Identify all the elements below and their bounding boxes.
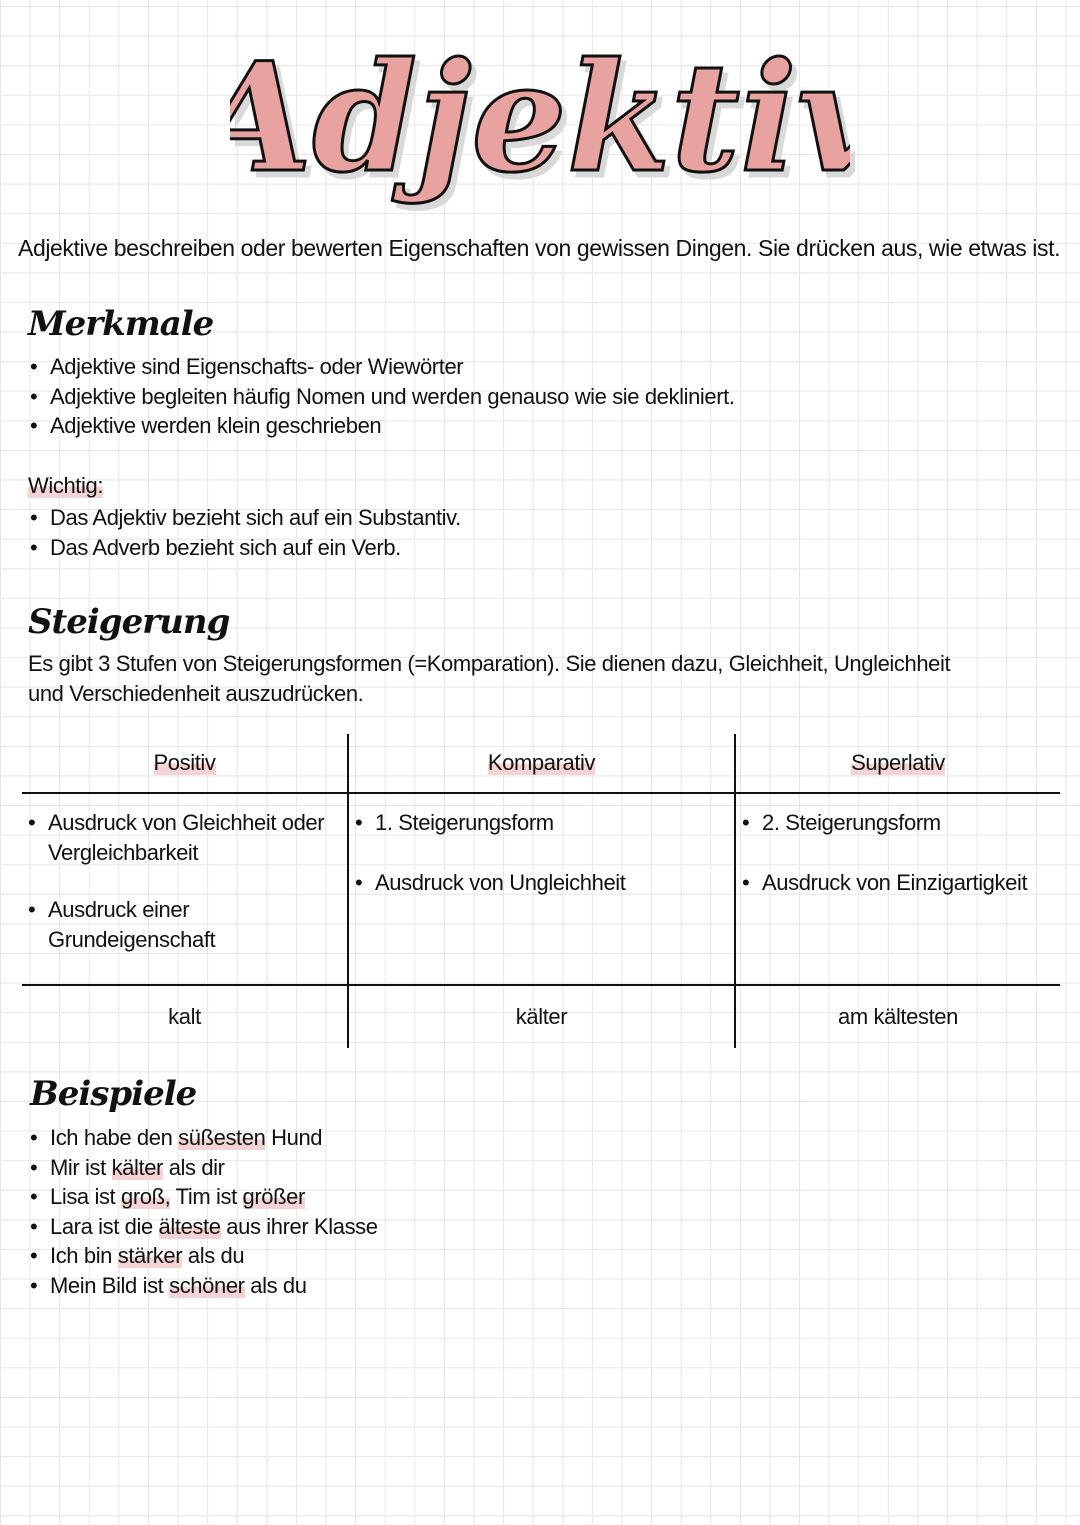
list-item: Ausdruck von Ungleichheit: [349, 868, 734, 898]
list-item: Lisa ist groß, Tim ist größer: [28, 1182, 378, 1212]
cell-komparativ-description: 1. Steigerungsform Ausdruck von Ungleich…: [347, 793, 735, 986]
list-item: Das Adjektiv bezieht sich auf ein Substa…: [28, 503, 461, 533]
page-title: Adjektiv: [230, 30, 850, 206]
list-item: Ausdruck von Einzigartigkeit: [736, 868, 1060, 898]
header-superlativ: Superlativ: [734, 734, 1060, 794]
example-text: Ich habe den: [50, 1125, 179, 1150]
example-text: Lisa ist: [50, 1184, 121, 1210]
list-item: Adjektive begleiten häufig Nomen und wer…: [28, 382, 735, 412]
wichtig-list: Das Adjektiv bezieht sich auf ein Substa…: [28, 503, 461, 562]
example-text: Hund: [265, 1125, 323, 1150]
example-text: Mir ist: [50, 1154, 112, 1180]
list-item: 2. Steigerungsform: [736, 808, 1060, 838]
list-item: Das Adverb bezieht sich auf ein Verb.: [28, 533, 461, 563]
highlighted-adjective: stärker: [117, 1243, 183, 1269]
list-item: Lara ist die älteste aus ihrer Klasse: [28, 1212, 378, 1242]
example-text: als du: [182, 1243, 245, 1269]
steigerung-heading: Steigerung: [28, 602, 230, 642]
steigerung-line-1: Es gibt 3 Stufen von Steigerungsformen (…: [28, 651, 951, 676]
example-positiv: kalt: [168, 1004, 201, 1029]
list-item: Mir ist kälter als dir: [28, 1153, 378, 1183]
list-item: Adjektive werden klein geschrieben: [28, 411, 735, 441]
cell-superlativ-description: 2. Steigerungsform Ausdruck von Einzigar…: [734, 793, 1060, 986]
list-item: Ich habe den süßesten Hund: [28, 1123, 378, 1153]
title-lettering: Adjektiv: [230, 29, 850, 208]
steigerung-text: Es gibt 3 Stufen von Steigerungsformen (…: [28, 649, 951, 708]
list-item: Mein Bild ist schöner als du: [28, 1271, 378, 1301]
example-komparativ: kälter: [347, 985, 735, 1048]
example-text: Ich bin: [50, 1243, 118, 1269]
highlighted-adjective: schöner: [169, 1272, 245, 1298]
example-text: Tim ist: [170, 1184, 243, 1210]
example-text: als du: [244, 1272, 307, 1298]
list-item: 1. Steigerungsform: [349, 808, 734, 838]
highlighted-adjective: groß,: [120, 1184, 171, 1210]
example-text: als dir: [162, 1154, 225, 1180]
example-text: Lara ist die: [50, 1213, 159, 1239]
list-item: Adjektive sind Eigenschafts- oder Wiewör…: [28, 352, 735, 382]
highlighted-adjective: größer: [242, 1184, 305, 1210]
example-text: Mein Bild ist: [50, 1272, 170, 1298]
list-item: Ausdruck von Gleichheit oder Vergleichba…: [22, 808, 347, 867]
merkmale-heading: Merkmale: [28, 304, 214, 344]
list-item: Ausdruck einer Grundeigenschaft: [22, 895, 228, 954]
example-superlativ: am kältesten: [734, 985, 1060, 1048]
example-text: aus ihrer Klasse: [220, 1213, 378, 1239]
beispiele-list: Ich habe den süßesten HundMir ist kälter…: [28, 1123, 378, 1301]
header-komparativ: Komparativ: [347, 734, 735, 794]
highlighted-adjective: süßesten: [178, 1125, 266, 1150]
highlighted-adjective: älteste: [158, 1213, 221, 1239]
highlighted-adjective: kälter: [111, 1154, 163, 1180]
intro-text: Adjektive beschreiben oder bewerten Eige…: [18, 235, 1061, 261]
steigerung-line-2: und Verschiedenheit auszudrücken.: [28, 680, 364, 706]
comparison-table: Positiv Komparativ Superlativ Ausdruck v…: [22, 734, 1060, 1048]
header-positiv: Positiv: [22, 734, 348, 794]
cell-positiv-description: Ausdruck von Gleichheit oder Vergleichba…: [22, 793, 348, 986]
beispiele-heading: Beispiele: [30, 1074, 197, 1114]
wichtig-label: Wichtig:: [28, 473, 104, 498]
merkmale-list: Adjektive sind Eigenschafts- oder Wiewör…: [28, 352, 735, 441]
list-item: Ich bin stärker als du: [28, 1241, 378, 1271]
